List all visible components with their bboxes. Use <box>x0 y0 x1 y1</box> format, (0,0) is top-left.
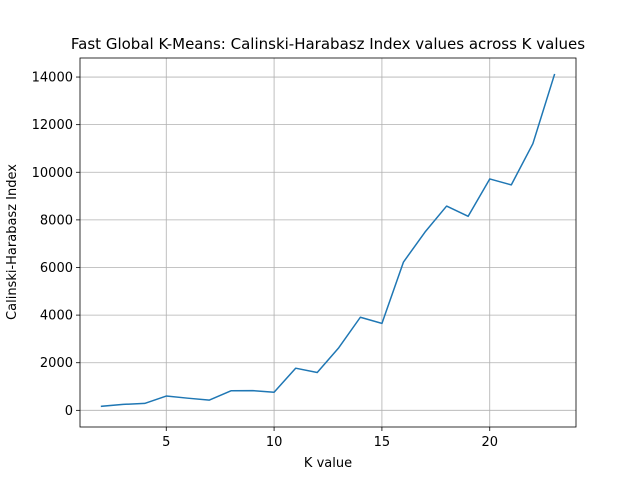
plot-frame <box>79 57 577 428</box>
y-tick-label: 8000 <box>40 213 73 228</box>
chart-title: Fast Global K-Means: Calinski-Harabasz I… <box>71 35 585 53</box>
x-tick-label: 20 <box>481 435 498 450</box>
y-tick-label: 0 <box>65 404 73 419</box>
y-tick-label: 6000 <box>40 261 73 276</box>
y-tick-label: 14000 <box>32 71 73 86</box>
y-tick-label: 10000 <box>32 166 73 181</box>
gridlines <box>80 58 576 427</box>
y-tick-label: 4000 <box>40 309 73 324</box>
series-layer <box>100 73 556 408</box>
x-tick-label: 5 <box>162 435 170 450</box>
x-axis-title: K value <box>304 456 352 471</box>
y-tick-label: 12000 <box>32 118 73 133</box>
ticks: 5 10 15 20 0 2000 4000 6000 8000 10000 12000 14000 <box>32 71 498 450</box>
y-tick-label: 2000 <box>40 356 73 371</box>
axes <box>79 57 577 428</box>
y-axis-title: Calinski-Harabasz Index <box>5 164 20 320</box>
x-tick-label: 15 <box>374 435 391 450</box>
x-tick-label: 10 <box>266 435 283 450</box>
series-line <box>100 73 556 408</box>
